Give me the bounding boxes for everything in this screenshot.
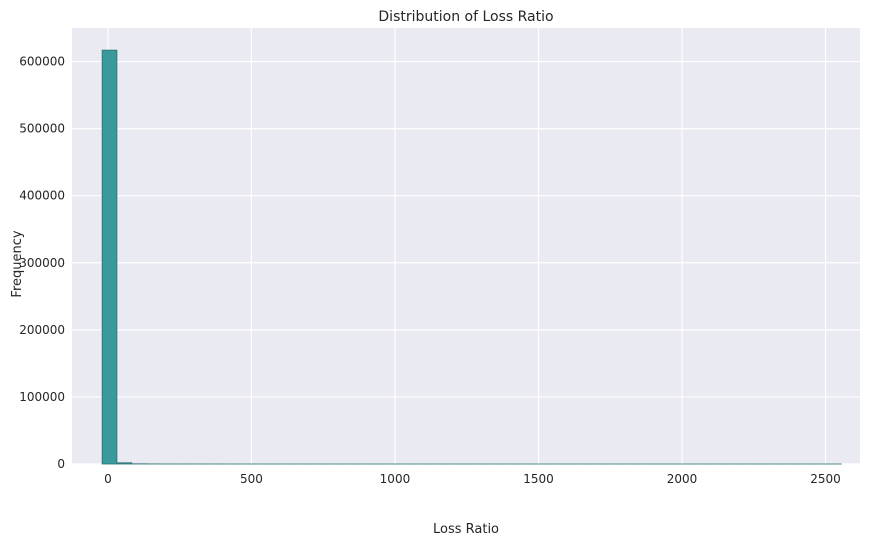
y-tick-label: 100000 — [19, 390, 65, 404]
histogram-bar — [116, 462, 133, 465]
x-tick-label: 500 — [240, 472, 263, 486]
y-axis-label: Frequency — [10, 230, 25, 297]
y-tick-label: 400000 — [19, 189, 65, 203]
y-tick-label: 200000 — [19, 323, 65, 337]
y-tick-label: 600000 — [19, 55, 65, 69]
x-tick-labels: 0 500 1000 1500 2000 2500 — [104, 472, 841, 486]
histogram-bars — [101, 49, 842, 465]
x-tick-label: 1500 — [523, 472, 554, 486]
histogram-bar — [101, 49, 118, 465]
x-axis-label: Loss Ratio — [433, 522, 499, 537]
y-tick-label: 500000 — [19, 122, 65, 136]
x-tick-label: 2000 — [667, 472, 698, 486]
x-tick-label: 2500 — [810, 472, 841, 486]
chart-title: Distribution of Loss Ratio — [378, 9, 553, 25]
x-tick-label: 1000 — [380, 472, 411, 486]
grid-lines — [72, 28, 860, 465]
y-tick-labels: 0 100000 200000 300000 400000 500000 600000 — [19, 55, 65, 471]
y-tick-label: 0 — [57, 457, 65, 471]
y-tick-label: 300000 — [19, 256, 65, 270]
plot-background — [72, 28, 860, 464]
x-tick-label: 0 — [104, 472, 112, 486]
